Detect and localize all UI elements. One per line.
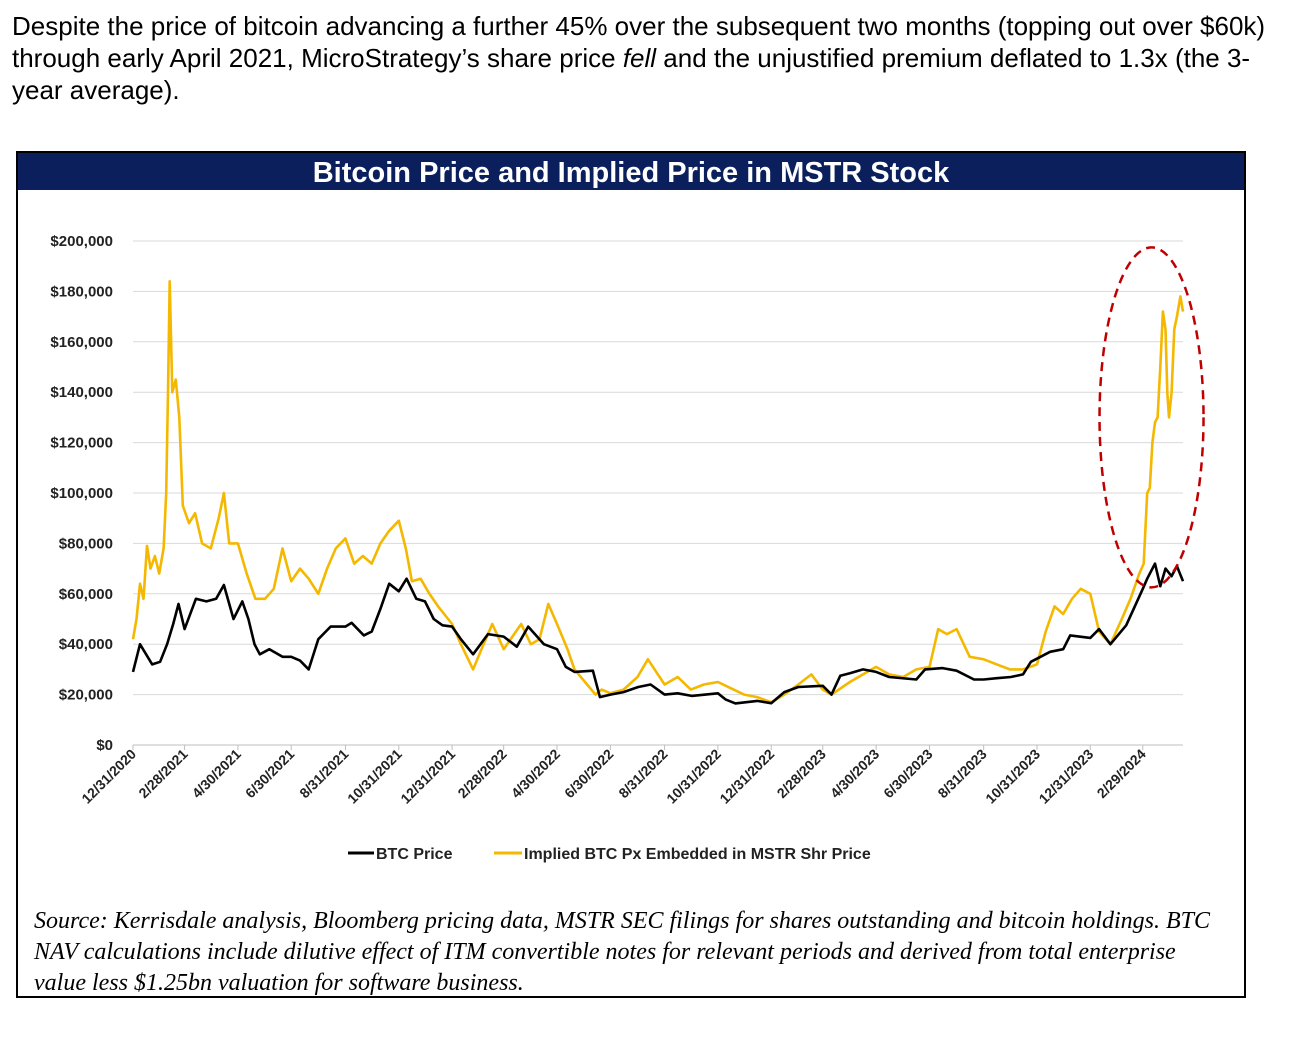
x-tick-label: 8/31/2021 — [296, 746, 352, 802]
x-tick-label: 4/30/2021 — [189, 746, 245, 802]
y-tick-label: $200,000 — [50, 233, 113, 250]
x-tick-label: 2/28/2022 — [454, 746, 510, 802]
x-tick-label: 10/31/2023 — [982, 746, 1043, 807]
chart-title: Bitcoin Price and Implied Price in MSTR … — [312, 157, 950, 189]
legend: BTC Price Implied BTC Px Embedded in MSTR… — [348, 846, 871, 863]
y-tick-label: $180,000 — [50, 283, 113, 300]
x-tick-label: 6/30/2023 — [880, 746, 936, 802]
x-tick-label: 2/28/2023 — [774, 746, 830, 802]
y-tick-label: $80,000 — [59, 535, 113, 552]
intro-paragraph: Despite the price of bitcoin advancing a… — [12, 10, 1282, 106]
x-tick-label: 4/30/2023 — [827, 746, 883, 802]
x-tick-label: 2/28/2021 — [135, 746, 191, 802]
annotations — [1098, 246, 1205, 589]
chart-frame: Bitcoin Price and Implied Price in MSTR … — [16, 151, 1246, 998]
intro-text-part2: and the unjustified premium deflated to … — [12, 43, 1251, 105]
legend-label-implied: Implied BTC Px Embedded in MSTR Shr Pric… — [524, 846, 871, 863]
series-lines — [131, 280, 1185, 705]
x-tick-label: 12/31/2022 — [716, 746, 777, 807]
x-tick-label: 12/31/2021 — [397, 746, 458, 807]
y-tick-label: $20,000 — [59, 687, 113, 704]
x-tick-label: 6/30/2022 — [561, 746, 617, 802]
y-tick-label: $40,000 — [59, 636, 113, 653]
gridlines — [133, 240, 1183, 746]
x-axis-ticks: 12/31/20202/28/20214/30/20216/30/20218/3… — [78, 745, 1149, 807]
y-axis-ticks: $0 $20,000 $40,000 $60,000 $80,000 $100,000 $1… — [50, 233, 113, 754]
source-note: Source: Kerrisdale analysis, Bloomberg p… — [34, 908, 1210, 996]
x-tick-label: 12/31/2020 — [78, 746, 139, 807]
legend-label-btc: BTC Price — [376, 846, 453, 863]
annotation-ellipse — [1098, 246, 1205, 589]
x-tick-label: 2/29/2024 — [1094, 746, 1150, 802]
intro-text-part1: Despite the price of bitcoin advancing a… — [12, 11, 1266, 73]
implied-btc-line — [131, 280, 1185, 704]
x-tick-label: 10/31/2022 — [663, 746, 724, 807]
y-tick-label: $120,000 — [50, 435, 113, 452]
x-tick-label: 6/30/2021 — [242, 746, 298, 802]
y-tick-label: $60,000 — [59, 586, 113, 603]
x-tick-label: 4/30/2022 — [508, 746, 564, 802]
intro-emphasis: fell — [622, 43, 657, 73]
chart-title-bar: Bitcoin Price and Implied Price in MSTR … — [18, 153, 1244, 190]
x-tick-label: 10/31/2021 — [344, 746, 405, 807]
chart-plot: $0 $20,000 $40,000 $60,000 $80,000 $100,000 $1… — [50, 233, 1205, 863]
x-tick-label: 12/31/2023 — [1036, 746, 1097, 807]
x-tick-label: 8/31/2022 — [615, 746, 671, 802]
y-tick-label: $140,000 — [50, 384, 113, 401]
y-tick-label: $100,000 — [50, 485, 113, 502]
btc-price-line — [131, 562, 1185, 705]
y-tick-label: $160,000 — [50, 334, 113, 351]
x-tick-label: 8/31/2023 — [934, 746, 990, 802]
y-tick-label: $0 — [96, 737, 113, 754]
